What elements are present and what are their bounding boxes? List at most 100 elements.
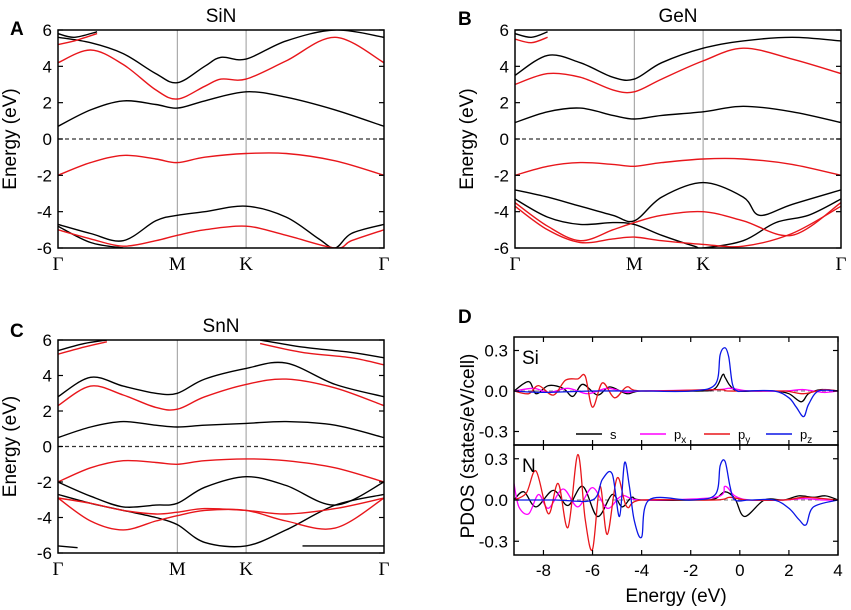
pdos-line-py <box>514 373 838 408</box>
k-point-label: M <box>169 559 186 580</box>
pdos-line-s <box>514 373 838 403</box>
panel-label-a: A <box>10 19 24 40</box>
y-tick-label: 4 <box>43 57 52 76</box>
panel-label-d: D <box>458 307 472 328</box>
band-panel-c: -6 -4 -2 0 2 4 6 Γ M K Γ Energy (eV) SnN <box>0 316 390 580</box>
pdos-lines <box>514 453 838 552</box>
legend-item-py: py <box>704 427 750 446</box>
band-line-black <box>58 420 384 439</box>
element-label: N <box>522 456 536 477</box>
pdos-subplot-n: 0.3 0.0 -0.3 N <box>479 444 839 556</box>
band-line-red <box>515 202 841 242</box>
legend-item-px: px <box>640 427 686 446</box>
panel-label-b: B <box>458 9 472 30</box>
x-tick-label: -4 <box>634 561 649 580</box>
band-line-red <box>515 47 841 94</box>
pdos-line-py <box>514 453 838 552</box>
y-axis-label: Energy (eV) <box>0 396 21 497</box>
k-point-label: K <box>696 254 710 275</box>
y-tick-label: 4 <box>43 367 52 386</box>
x-tick-label: 2 <box>784 561 793 580</box>
legend-label: pz <box>800 427 812 446</box>
panel-title: SnN <box>203 316 240 337</box>
k-point-label: Γ <box>379 254 390 275</box>
band-line-black <box>58 545 78 549</box>
band-line-red <box>58 497 384 531</box>
x-axis-label: Energy (eV) <box>625 586 726 607</box>
y-tick-label: 6 <box>500 21 509 40</box>
legend-label-sub: y <box>745 435 750 446</box>
legend-label-main: s <box>610 427 617 442</box>
x-tick-label: -8 <box>536 561 551 580</box>
k-point-label: K <box>239 559 253 580</box>
y-tick-label: -0.3 <box>479 532 508 551</box>
y-tick-label: 0 <box>43 130 52 149</box>
band-line-black <box>58 361 384 398</box>
pdos-line-pz <box>514 347 838 418</box>
legend-label-sub: z <box>807 435 812 446</box>
band-line-red <box>58 32 98 46</box>
y-tick-label: -6 <box>37 239 52 258</box>
band-line-black <box>515 105 841 124</box>
element-label: Si <box>522 348 539 369</box>
y-tick-label: 0.0 <box>484 382 508 401</box>
y-tick-label: 2 <box>43 94 52 113</box>
pdos-subplot-si: 0.3 0.0 -0.3 Si <box>479 336 839 446</box>
k-point-label: Γ <box>53 254 64 275</box>
k-point-label: Γ <box>836 254 847 275</box>
band-line-black <box>58 30 384 84</box>
y-tick-label: 0 <box>43 438 52 457</box>
bands <box>58 340 384 549</box>
legend-item-pz: pz <box>766 427 812 446</box>
legend-label-main: p <box>738 427 745 442</box>
y-tick-label: -4 <box>37 203 52 222</box>
y-tick-label: -0.3 <box>479 423 508 442</box>
band-line-red <box>58 341 108 355</box>
band-line-red <box>515 157 841 176</box>
k-point-label: K <box>239 254 253 275</box>
band-line-red <box>58 152 384 176</box>
band-line-black <box>259 340 384 359</box>
y-tick-label: 6 <box>43 331 52 350</box>
band-line-black <box>58 225 124 248</box>
pdos-line-pz <box>514 459 838 539</box>
legend-label-main: p <box>800 427 807 442</box>
y-tick-label: 0.0 <box>484 491 508 510</box>
bands <box>515 31 841 248</box>
y-tick-label: 0.3 <box>484 450 508 469</box>
pdos-panel: 0.3 0.0 -0.3 Si 0.3 0.0 -0.3 N -8 -6 -4 -2 0 2 4 Energy… <box>458 336 843 607</box>
y-tick-label: -2 <box>37 473 52 492</box>
band-panel-a: -6 -4 -2 0 2 4 6 Γ M K Γ Energy (eV) SiN <box>0 6 390 275</box>
band-line-red <box>515 36 548 44</box>
band-line-black <box>58 91 384 127</box>
y-tick-label: 2 <box>500 94 509 113</box>
band-line-red <box>58 497 384 515</box>
band-line-black <box>515 181 841 223</box>
band-line-black <box>58 340 108 352</box>
k-point-label: Γ <box>510 254 521 275</box>
band-line-black <box>58 31 98 39</box>
k-point-label: M <box>169 254 186 275</box>
panel-label-c: C <box>10 321 24 342</box>
band-line-black <box>515 31 548 39</box>
y-axis-label: Energy (eV) <box>0 88 21 189</box>
y-axis-label: PDOS (states/eV/cell) <box>458 354 479 539</box>
y-axis-label: Energy (eV) <box>457 88 478 189</box>
band-line-red <box>58 36 384 100</box>
legend-label-sub: x <box>681 435 686 446</box>
panel-title: SiN <box>206 6 237 27</box>
pdos-lines <box>514 347 838 418</box>
x-tick-label: 4 <box>833 561 842 580</box>
band-line-black <box>58 475 384 508</box>
y-tick-label: 4 <box>500 57 509 76</box>
legend-label-main: p <box>674 427 681 442</box>
k-point-label: M <box>626 254 643 275</box>
band-line-red <box>515 205 841 248</box>
legend-item-s: s <box>576 427 617 442</box>
y-tick-label: 0.3 <box>484 342 508 361</box>
y-tick-label: 0 <box>500 130 509 149</box>
y-tick-label: -6 <box>37 544 52 563</box>
y-tick-label: -4 <box>494 203 509 222</box>
band-line-red <box>58 458 384 483</box>
y-tick-label: -4 <box>37 509 52 528</box>
